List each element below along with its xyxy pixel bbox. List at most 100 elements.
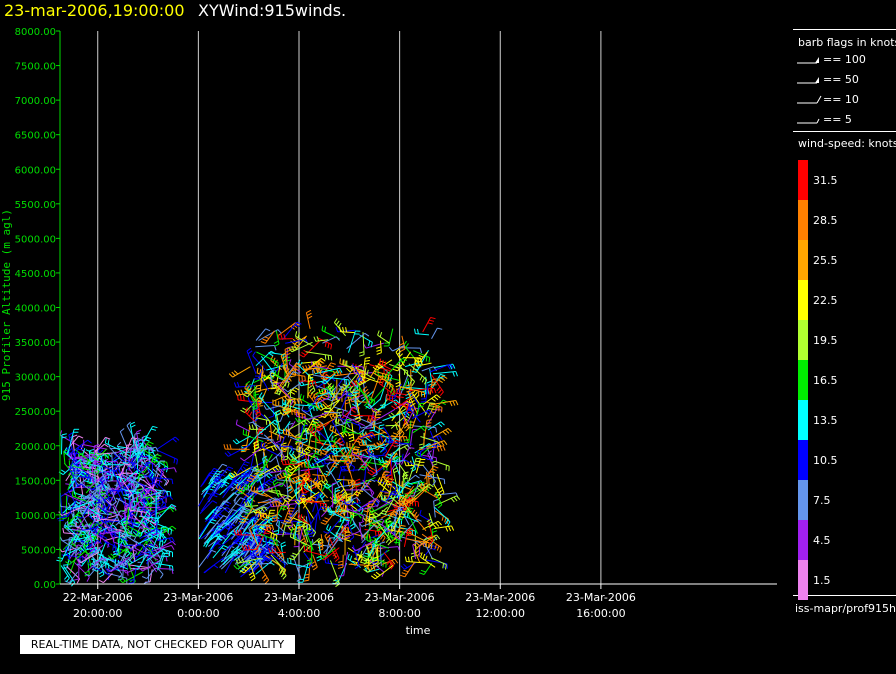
wind-barb bbox=[150, 487, 153, 511]
wind-barb bbox=[299, 420, 307, 442]
wind-barb bbox=[287, 476, 294, 491]
wind-barb bbox=[367, 568, 380, 573]
wind-barb-flag bbox=[255, 475, 260, 480]
wind-barb-flag bbox=[301, 442, 304, 448]
wind-barb-flag bbox=[81, 555, 87, 560]
colorbar-segment bbox=[798, 520, 808, 560]
wind-barb bbox=[100, 530, 122, 535]
wind-barb-flag bbox=[433, 498, 439, 502]
wind-barb bbox=[92, 437, 106, 455]
wind-barb bbox=[110, 474, 136, 483]
wind-barb-flag bbox=[122, 461, 128, 464]
wind-barb bbox=[147, 559, 150, 582]
wind-barb-flag bbox=[321, 494, 326, 500]
wind-barb-flag bbox=[311, 427, 315, 433]
wind-barb-flag bbox=[362, 515, 364, 521]
wind-barb-flag bbox=[217, 506, 223, 509]
wind-barb-flag bbox=[382, 537, 386, 542]
wind-barb-flag bbox=[316, 558, 322, 562]
wind-barb-flag bbox=[107, 479, 113, 483]
wind-barb-flag bbox=[232, 509, 238, 512]
wind-barb bbox=[334, 492, 346, 517]
wind-barb-flag bbox=[253, 516, 259, 520]
wind-barb-flag bbox=[156, 559, 162, 564]
wind-barb-flag bbox=[72, 490, 74, 497]
wind-barb bbox=[435, 461, 450, 467]
wind-barb bbox=[142, 560, 159, 572]
wind-barb-flag bbox=[385, 460, 391, 463]
wind-barb bbox=[372, 371, 394, 387]
wind-barb bbox=[285, 509, 299, 525]
wind-barb-flag bbox=[422, 484, 425, 490]
barb-legend-label: == 50 bbox=[823, 73, 859, 86]
wind-barb-flag bbox=[117, 578, 123, 581]
wind-barb-flag bbox=[400, 348, 406, 352]
colorbar-segment bbox=[798, 200, 808, 240]
wind-barb-flag bbox=[363, 564, 369, 568]
wind-barb-flag bbox=[411, 509, 416, 515]
wind-barb-flag bbox=[398, 486, 401, 492]
wind-barb-flag bbox=[224, 503, 230, 507]
wind-barb-flag bbox=[387, 480, 393, 483]
wind-barb bbox=[325, 460, 337, 478]
wind-barb-flag bbox=[115, 521, 120, 526]
wind-barb bbox=[257, 524, 267, 535]
wind-barb-flag bbox=[396, 509, 402, 512]
wind-barb-flag bbox=[327, 398, 333, 402]
wind-barb-flag bbox=[144, 471, 150, 476]
wind-barb-flag bbox=[358, 379, 363, 384]
wind-barb-flag bbox=[107, 470, 113, 475]
wind-barb-flag bbox=[228, 474, 233, 479]
wind-barb-flag bbox=[285, 352, 291, 356]
wind-barb-flag bbox=[315, 368, 319, 374]
wind-barb bbox=[125, 473, 145, 482]
wind-barb-flag bbox=[171, 525, 177, 530]
wind-barb-flag bbox=[275, 539, 281, 544]
wind-barb-flag bbox=[243, 395, 245, 401]
wind-barb-flag bbox=[173, 458, 176, 464]
wind-barb bbox=[359, 378, 371, 386]
wind-barb-flag bbox=[427, 542, 430, 549]
wind-barb bbox=[397, 405, 410, 428]
wind-barb-flag bbox=[280, 521, 286, 525]
wind-barb-flag bbox=[129, 532, 133, 538]
wind-barb-flag bbox=[88, 499, 94, 502]
wind-barb-flag bbox=[353, 448, 359, 451]
wind-barb-flag bbox=[362, 439, 364, 445]
wind-barb-flag bbox=[427, 534, 433, 539]
wind-barb-flag bbox=[226, 444, 229, 450]
wind-barb bbox=[122, 563, 124, 579]
wind-barb bbox=[140, 441, 150, 452]
x-tick-label-time: 0:00:00 bbox=[177, 607, 219, 620]
wind-barb bbox=[257, 562, 270, 581]
wind-barb bbox=[244, 387, 258, 403]
wind-barb bbox=[408, 363, 428, 381]
wind-barb-flag bbox=[209, 472, 215, 475]
x-tick-label-date: 23-Mar-2006 bbox=[365, 591, 435, 604]
wind-barb-flag bbox=[142, 544, 145, 550]
wind-barb-flag bbox=[388, 346, 393, 352]
wind-barb-flag bbox=[401, 472, 406, 478]
wind-barb-flag bbox=[171, 540, 176, 546]
wind-barb-flag bbox=[395, 384, 401, 388]
wind-barb-flag bbox=[428, 409, 433, 414]
wind-barb-flag bbox=[159, 574, 164, 579]
wind-barb-flag bbox=[241, 444, 247, 447]
wind-barb bbox=[362, 431, 387, 439]
wind-barb-flag bbox=[286, 518, 292, 522]
wind-barb bbox=[204, 564, 215, 574]
wind-barb-flag bbox=[273, 340, 279, 344]
wind-barb-flag bbox=[284, 520, 290, 524]
wind-barb-flag bbox=[246, 493, 252, 496]
wind-barb-flag bbox=[379, 478, 383, 484]
wind-barb bbox=[433, 506, 451, 523]
wind-barb-flag bbox=[438, 489, 444, 494]
wind-barb-flag bbox=[303, 473, 308, 479]
wind-barb-flag bbox=[386, 453, 392, 457]
wind-barb-flag bbox=[244, 383, 248, 389]
wind-barb-flag bbox=[371, 433, 376, 439]
wind-barb bbox=[297, 363, 314, 381]
wind-barb-flag bbox=[275, 412, 281, 417]
wind-barb-flag bbox=[246, 541, 252, 545]
wind-barb-flag bbox=[408, 402, 412, 408]
